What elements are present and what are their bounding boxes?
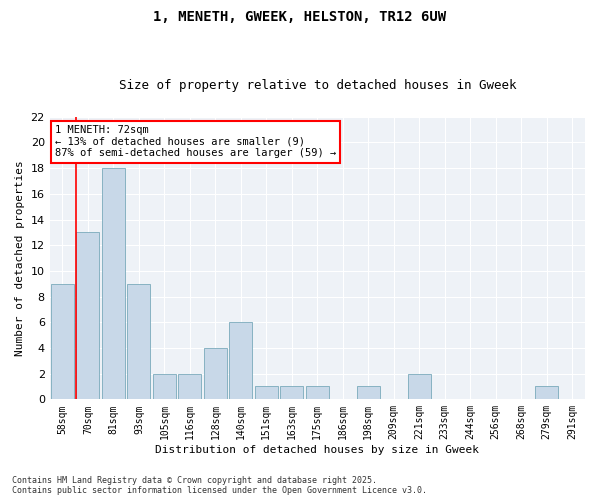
Bar <box>178 374 202 400</box>
Text: 1 MENETH: 72sqm
← 13% of detached houses are smaller (9)
87% of semi-detached ho: 1 MENETH: 72sqm ← 13% of detached houses… <box>55 126 336 158</box>
Bar <box>280 386 304 400</box>
Bar <box>204 348 227 400</box>
Bar <box>408 374 431 400</box>
Bar <box>127 284 151 400</box>
Text: 1, MENETH, GWEEK, HELSTON, TR12 6UW: 1, MENETH, GWEEK, HELSTON, TR12 6UW <box>154 10 446 24</box>
Bar <box>51 284 74 400</box>
Title: Size of property relative to detached houses in Gweek: Size of property relative to detached ho… <box>119 79 516 92</box>
Bar <box>229 322 253 400</box>
Bar <box>306 386 329 400</box>
Bar <box>153 374 176 400</box>
Bar <box>255 386 278 400</box>
Bar <box>357 386 380 400</box>
X-axis label: Distribution of detached houses by size in Gweek: Distribution of detached houses by size … <box>155 445 479 455</box>
Bar <box>535 386 558 400</box>
Text: Contains HM Land Registry data © Crown copyright and database right 2025.
Contai: Contains HM Land Registry data © Crown c… <box>12 476 427 495</box>
Bar <box>76 232 100 400</box>
Y-axis label: Number of detached properties: Number of detached properties <box>15 160 25 356</box>
Bar <box>102 168 125 400</box>
